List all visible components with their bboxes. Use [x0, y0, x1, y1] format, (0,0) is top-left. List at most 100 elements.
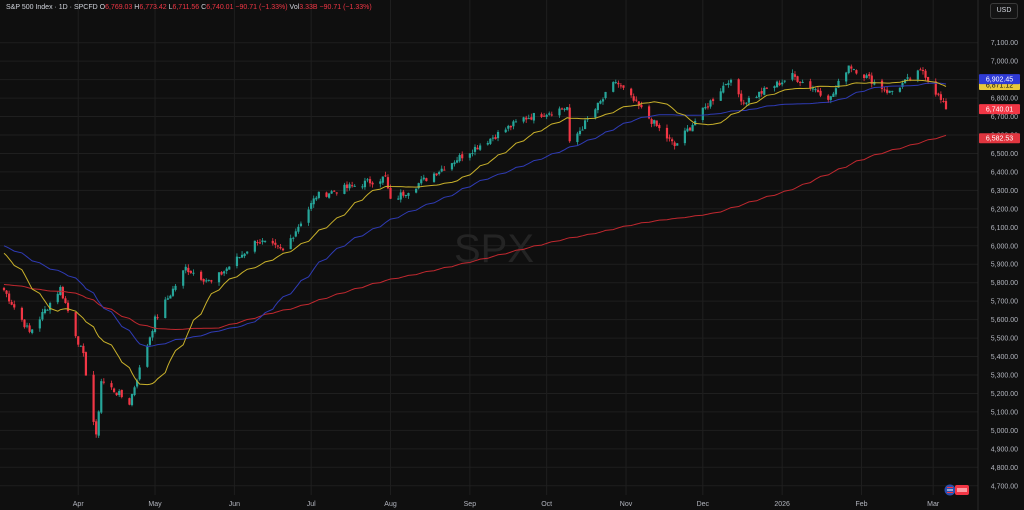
candle-body	[64, 298, 67, 303]
price-tick-label: 6,000.00	[991, 243, 1018, 250]
last-price-tag: 6,740.01	[986, 107, 1013, 114]
candle-body	[473, 146, 477, 152]
candle-body	[504, 129, 507, 133]
candle-body	[294, 231, 297, 237]
candle-body	[220, 271, 223, 275]
candle-body	[97, 411, 100, 436]
candle-body	[724, 84, 727, 86]
candle-body	[110, 383, 113, 388]
candle-body	[327, 193, 331, 198]
candle-body	[330, 191, 333, 194]
candle-body	[747, 97, 750, 103]
candle-body	[924, 70, 927, 78]
candle-body	[719, 91, 722, 101]
price-tick-label: 5,200.00	[991, 391, 1018, 398]
candle-body	[384, 175, 387, 177]
candle-body	[845, 72, 848, 82]
candle-body	[130, 394, 134, 406]
candle-body	[632, 96, 635, 101]
candle-body	[23, 319, 26, 328]
open-value: 6,769.03	[105, 4, 133, 11]
candle-body	[706, 106, 710, 108]
candle-body	[514, 121, 518, 123]
candle-body	[545, 114, 548, 117]
candle-body	[870, 75, 873, 84]
candle-body	[775, 81, 779, 88]
candle-body	[665, 127, 669, 139]
candle-body	[916, 70, 919, 80]
candle-body	[834, 88, 838, 95]
month-label: Aug	[384, 501, 397, 508]
candle-body	[217, 272, 221, 283]
candle-body	[41, 311, 44, 320]
candle-body	[640, 104, 643, 108]
candle-body	[235, 256, 239, 266]
candle-body	[601, 99, 605, 102]
candle-body	[683, 130, 687, 144]
candle-body	[729, 79, 733, 83]
candle-body	[658, 125, 661, 129]
candle-body	[942, 100, 945, 102]
candle-body	[829, 96, 832, 100]
candle-body	[225, 268, 228, 272]
candle-body	[253, 240, 256, 252]
candle-body	[184, 266, 187, 271]
candle-body	[888, 90, 891, 93]
month-label: Jun	[229, 501, 240, 508]
candles[interactable]	[2, 64, 948, 438]
candle-body	[673, 142, 676, 147]
candle-body	[61, 287, 64, 299]
us-flag-icon[interactable]	[944, 484, 970, 496]
candle-body	[84, 352, 88, 376]
symbol-legend[interactable]: S&P 500 Index · 1D · SPCFD O6,769.03 H6,…	[6, 4, 372, 11]
candle-body	[512, 121, 515, 127]
candle-body	[655, 120, 658, 127]
price-tick-label: 6,100.00	[991, 225, 1018, 232]
candle-body	[174, 285, 177, 290]
candle-body	[781, 82, 784, 85]
candle-body	[297, 226, 300, 232]
currency-button[interactable]: USD	[990, 3, 1018, 19]
month-label: Nov	[620, 501, 633, 508]
candle-body	[343, 184, 346, 194]
candle-body	[783, 80, 786, 82]
month-label: Dec	[697, 501, 710, 508]
candle-body	[509, 125, 512, 128]
candle-body	[755, 96, 758, 98]
candle-body	[351, 185, 354, 187]
candle-body	[48, 303, 52, 311]
candle-body	[379, 181, 382, 184]
candle-body	[486, 142, 489, 145]
candle-body	[507, 125, 510, 129]
candle-body	[647, 106, 651, 119]
candle-body	[832, 93, 835, 97]
candle-body	[136, 380, 139, 387]
candle-body	[281, 248, 285, 251]
candle-body	[880, 80, 884, 89]
candle-body	[415, 188, 418, 193]
candle-body	[404, 195, 407, 197]
candle-body	[169, 295, 172, 299]
candle-body	[43, 309, 47, 314]
candle-body	[420, 179, 423, 184]
time-axis[interactable]: Apr May Jun Jul Aug Sep Oct Nov Dec 2026 Feb Mar	[73, 501, 940, 508]
month-label: May	[148, 501, 162, 508]
price-tick-label: 5,400.00	[991, 354, 1018, 361]
candle-body	[438, 171, 441, 175]
low-label: L	[168, 4, 173, 11]
candle-body	[811, 88, 814, 90]
candle-body	[852, 69, 855, 71]
candle-body	[138, 367, 141, 380]
candle-body	[146, 345, 149, 367]
month-label: Jul	[307, 501, 316, 508]
candle-body	[617, 82, 620, 85]
candle-body	[455, 160, 459, 163]
price-tick-label: 7,100.00	[991, 40, 1018, 47]
month-label: Feb	[855, 501, 867, 508]
candle-body	[120, 389, 123, 398]
candle-body	[548, 113, 551, 115]
price-tick-label: 5,800.00	[991, 280, 1018, 287]
candle-body	[276, 245, 279, 247]
candle-body	[709, 100, 712, 107]
